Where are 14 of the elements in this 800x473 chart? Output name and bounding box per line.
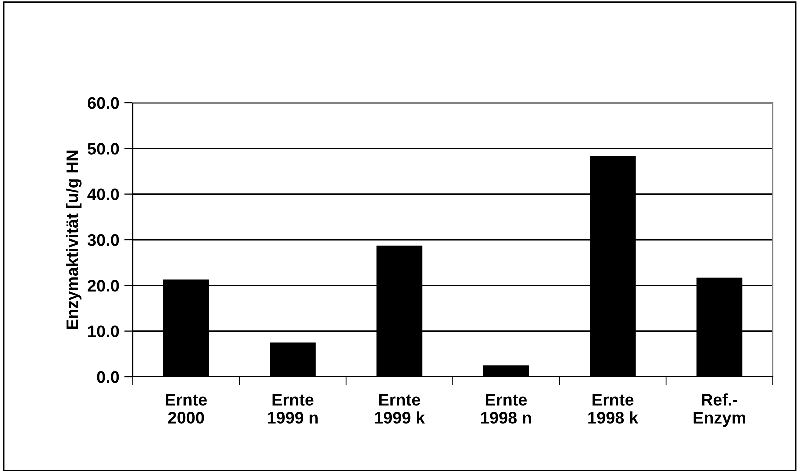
y-tick-label: 10.0 xyxy=(88,326,120,338)
y-tick-label: 20.0 xyxy=(88,280,120,292)
y-tick-label: 30.0 xyxy=(88,234,120,246)
x-tick-label: Ernte 2000 xyxy=(166,394,208,424)
y-axis-title: Enzymaktivität [u/g HN xyxy=(66,150,82,330)
y-tick-label: 50.0 xyxy=(88,143,120,155)
y-tick-label: 40.0 xyxy=(88,188,120,201)
x-tick-label: Ernte 1999 n xyxy=(268,394,318,424)
x-tick-label: Ernte 1998 n xyxy=(481,394,532,424)
x-tick-label: Ref.- Enzym xyxy=(694,394,746,428)
x-tick-label: Ernte 1998 k xyxy=(588,394,639,424)
y-tick-label: 60.0 xyxy=(88,97,120,110)
x-tick-label: Ernte 1999 k xyxy=(375,394,426,424)
y-tick-label: 0.0 xyxy=(97,371,120,384)
